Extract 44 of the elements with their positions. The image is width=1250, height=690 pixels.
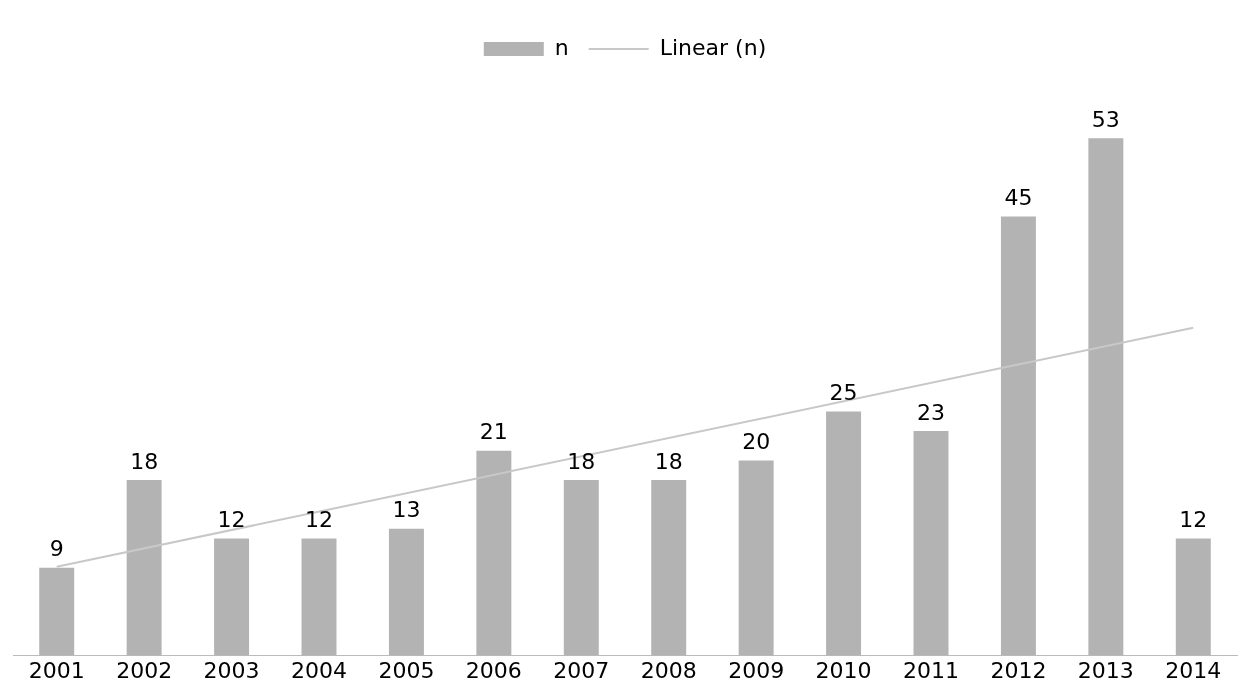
x-tick-label: 2006 [465, 657, 522, 683]
data-label: 12 [217, 507, 246, 533]
data-label: 21 [479, 419, 508, 445]
x-tick-label: 2001 [28, 657, 85, 683]
bar [826, 411, 862, 656]
legend-label: Linear (n) [659, 34, 767, 60]
bar [1088, 138, 1124, 656]
bar [1000, 216, 1036, 656]
data-label: 13 [392, 497, 421, 523]
bar [651, 479, 687, 656]
bar [1175, 538, 1211, 656]
x-tick-label: 2007 [553, 657, 610, 683]
data-label: 20 [742, 429, 771, 455]
bar [738, 460, 774, 656]
data-label: 25 [829, 380, 858, 406]
bar [39, 567, 75, 656]
data-label: 18 [567, 448, 596, 474]
x-tick-label: 2014 [1165, 657, 1222, 683]
bar [913, 431, 949, 656]
bar [388, 528, 424, 656]
data-label: 53 [1091, 107, 1120, 133]
x-tick-label: 2013 [1077, 657, 1134, 683]
data-label: 12 [1179, 507, 1208, 533]
x-tick-label: 2012 [990, 657, 1047, 683]
bar [126, 479, 162, 656]
data-label: 23 [917, 399, 945, 425]
bar [214, 538, 250, 656]
x-tick-label: 2005 [378, 657, 435, 683]
x-tick-label: 2009 [728, 657, 785, 683]
legend-label: n [554, 34, 569, 60]
x-tick-label: 2003 [203, 657, 260, 683]
data-label: 18 [130, 448, 159, 474]
bar [301, 538, 337, 656]
bar [476, 450, 512, 656]
bar [563, 479, 599, 656]
x-tick-label: 2011 [903, 657, 959, 683]
x-tick-label: 2004 [291, 657, 347, 683]
x-tick-label: 2002 [116, 657, 173, 683]
data-label: 45 [1004, 185, 1033, 211]
data-label: 18 [654, 448, 683, 474]
x-tick-label: 2008 [640, 657, 697, 683]
data-label: 9 [49, 536, 64, 562]
x-tick-label: 2010 [815, 657, 872, 683]
data-label: 12 [305, 507, 333, 533]
